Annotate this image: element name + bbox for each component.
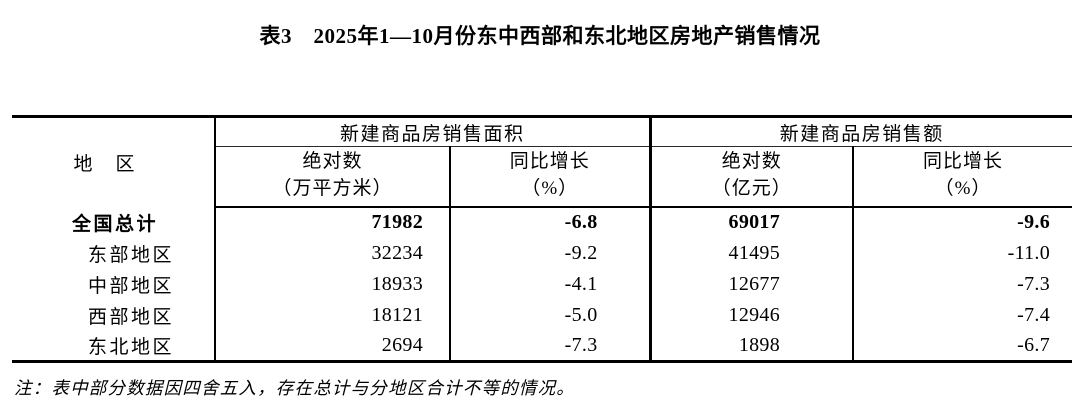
row-west: 西部地区 18121 -5.0 12946 -7.4	[12, 299, 1072, 331]
cell-amount-yoy: -7.4	[1017, 303, 1051, 326]
subheader-amount-absolute-unit: （亿元）	[711, 178, 792, 200]
cell-region: 东部地区	[12, 237, 216, 269]
cell-area-absolute: 71982	[215, 206, 451, 238]
table-title: 表3 2025年1—10月份东中西部和东北地区房地产销售情况	[259, 24, 821, 48]
cell-amount-absolute: 12946	[650, 299, 855, 331]
cell-amount-yoy: -11.0	[1007, 241, 1051, 264]
cell-area-absolute: 32234	[215, 237, 451, 269]
cell-amount-absolute: 1898	[650, 330, 855, 362]
cell-region: 中部地区	[12, 268, 216, 300]
cell-amount-absolute: 41495	[650, 237, 855, 269]
cell-area-absolute: 18121	[215, 299, 451, 331]
cell-amount-absolute: 69017	[650, 206, 855, 238]
subheader-area-absolute-line1: 绝对数	[302, 151, 363, 173]
cell-area-yoy: -5.0	[450, 299, 652, 331]
cell-area-yoy: -7.3	[450, 330, 652, 362]
subheader-amount-yoy-unit: （%）	[934, 178, 992, 200]
header-group-sales-amount: 新建商品房销售额	[650, 116, 1073, 147]
header-region: 地 区	[12, 116, 216, 207]
footnote: 注：表中部分数据因四舍五入，存在总计与分地区合计不等的情况。	[14, 378, 575, 398]
cell-amount-yoy: -9.6	[1017, 211, 1051, 233]
row-national-total: 全国总计 71982 -6.8 69017 -9.6	[12, 206, 1072, 238]
header-sub-row: 绝对数 （万平方米） 同比增长 （%） 绝对数 （亿元） 同比增长 （%）	[12, 146, 1073, 208]
subheader-amount-yoy: 同比增长 （%）	[853, 146, 1073, 208]
cell-area-absolute: 18933	[215, 268, 451, 300]
cell-area-yoy: -6.8	[450, 206, 652, 238]
row-east: 东部地区 32234 -9.2 41495 -11.0	[12, 237, 1072, 269]
subheader-amount-absolute: 绝对数 （亿元）	[650, 146, 855, 208]
cell-amount-yoy: -6.7	[1017, 333, 1051, 356]
row-northeast: 东北地区 2694 -7.3 1898 -6.7	[12, 330, 1072, 362]
cell-region: 东北地区	[12, 330, 216, 362]
subheader-area-yoy: 同比增长 （%）	[450, 146, 652, 208]
cell-area-absolute: 2694	[215, 330, 451, 362]
regional-sales-table: 地 区 新建商品房销售面积 新建商品房销售额 绝对数 （万平方米） 同比增长 （…	[12, 115, 1073, 363]
subheader-area-yoy-line1: 同比增长	[509, 151, 590, 173]
header-group-row: 地 区 新建商品房销售面积 新建商品房销售额	[12, 116, 1073, 207]
subheader-amount-yoy-line1: 同比增长	[923, 151, 1004, 173]
subheader-area-absolute: 绝对数 （万平方米）	[215, 146, 451, 208]
subheader-amount-absolute-line1: 绝对数	[721, 151, 782, 173]
header-group-sales-area: 新建商品房销售面积	[215, 116, 652, 147]
cell-amount-yoy: -7.3	[1017, 272, 1051, 295]
row-central: 中部地区 18933 -4.1 12677 -7.3	[12, 268, 1072, 300]
cell-region: 西部地区	[12, 299, 216, 331]
cell-region: 全国总计	[12, 206, 216, 238]
cell-area-yoy: -9.2	[450, 237, 652, 269]
cell-amount-absolute: 12677	[650, 268, 855, 300]
subheader-area-absolute-unit: （万平方米）	[272, 178, 393, 200]
subheader-area-yoy-unit: （%）	[521, 178, 579, 200]
cell-area-yoy: -4.1	[450, 268, 652, 300]
